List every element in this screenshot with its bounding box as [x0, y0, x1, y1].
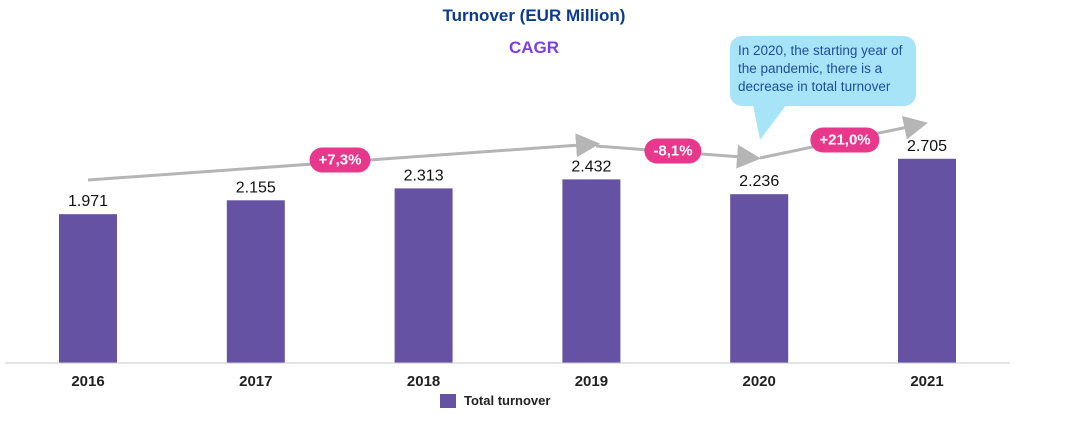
callout-tail: [752, 100, 790, 140]
bar-2020: [730, 194, 789, 363]
x-tick-2017: 2017: [239, 373, 272, 390]
bar-2019: [562, 179, 621, 363]
legend-swatch: [440, 393, 456, 408]
chart-subtitle: CAGR: [508, 38, 560, 57]
bar-2021: [898, 158, 956, 363]
cagr-badge-2016-2019: +7,3%: [309, 147, 371, 173]
x-tick-2019: 2019: [575, 373, 608, 390]
data-label-2018: 2.313: [404, 167, 444, 184]
chart-title: Turnover (EUR Million): [442, 6, 626, 25]
bar-2018: [394, 188, 453, 363]
legend-label: Total turnover: [464, 393, 551, 408]
data-label-2020: 2.236: [739, 173, 779, 190]
bar-2016: [59, 214, 117, 363]
cagr-badge-2019-2020: -8,1%: [644, 138, 702, 164]
x-tick-2016: 2016: [71, 373, 104, 390]
legend: Total turnover: [440, 393, 550, 408]
x-tick-2021: 2021: [910, 373, 943, 390]
cagr-badge-2020-2021: +21,0%: [810, 127, 880, 153]
bar-2017: [226, 200, 285, 363]
data-label-2016: 1.971: [68, 193, 108, 210]
data-label-2019: 2.432: [571, 158, 611, 175]
callout: In 2020, the starting year of the pandem…: [730, 36, 916, 106]
x-tick-2018: 2018: [407, 373, 440, 390]
data-label-2021: 2.705: [907, 138, 947, 155]
x-tick-2020: 2020: [743, 373, 776, 390]
data-label-2017: 2.155: [236, 179, 276, 196]
